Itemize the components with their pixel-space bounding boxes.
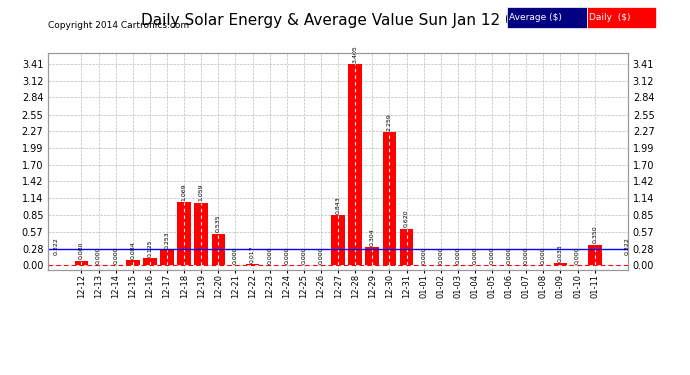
Text: 0.080: 0.080 xyxy=(79,242,84,260)
Text: 2.259: 2.259 xyxy=(387,113,392,130)
Bar xyxy=(246,264,259,265)
Bar xyxy=(366,247,380,265)
Bar xyxy=(382,132,396,265)
Text: 0.000: 0.000 xyxy=(113,247,118,264)
Text: 0.084: 0.084 xyxy=(130,242,135,259)
Text: 3.405: 3.405 xyxy=(353,45,357,63)
Bar xyxy=(331,216,345,265)
Bar xyxy=(126,260,139,265)
Text: 0.000: 0.000 xyxy=(284,247,289,264)
Bar xyxy=(160,251,174,265)
Bar xyxy=(195,202,208,265)
Bar xyxy=(177,202,191,265)
Bar xyxy=(75,261,88,265)
Text: 0.000: 0.000 xyxy=(541,247,546,264)
Text: 0.000: 0.000 xyxy=(421,247,426,264)
Text: 0.033: 0.033 xyxy=(558,244,563,262)
Text: 1.069: 1.069 xyxy=(181,183,186,201)
Text: 0.000: 0.000 xyxy=(96,247,101,264)
Text: 0.000: 0.000 xyxy=(455,247,460,264)
Text: 0.000: 0.000 xyxy=(524,247,529,264)
Text: 0.253: 0.253 xyxy=(164,231,170,249)
Bar xyxy=(212,234,225,265)
Text: 1.059: 1.059 xyxy=(199,184,204,201)
Bar xyxy=(143,258,157,265)
Text: 0.000: 0.000 xyxy=(267,247,272,264)
Text: 0.000: 0.000 xyxy=(473,247,477,264)
Bar xyxy=(400,229,413,265)
Text: 0.535: 0.535 xyxy=(216,215,221,232)
Text: 0.000: 0.000 xyxy=(506,247,512,264)
Text: Daily Solar Energy & Average Value Sun Jan 12 07:22: Daily Solar Energy & Average Value Sun J… xyxy=(141,13,549,28)
Text: 0.304: 0.304 xyxy=(370,228,375,246)
Text: 0.125: 0.125 xyxy=(148,239,152,257)
Text: 0.000: 0.000 xyxy=(575,247,580,264)
Bar xyxy=(553,263,567,265)
Text: 0.322: 0.322 xyxy=(53,237,59,255)
Text: Daily  ($): Daily ($) xyxy=(589,13,630,22)
Text: 0.843: 0.843 xyxy=(335,196,341,214)
Text: 0.017: 0.017 xyxy=(250,246,255,263)
Text: 0.350: 0.350 xyxy=(592,226,598,243)
Text: 0.000: 0.000 xyxy=(319,247,324,264)
Bar xyxy=(348,64,362,265)
Text: Copyright 2014 Cartronics.com: Copyright 2014 Cartronics.com xyxy=(48,21,190,30)
Text: 0.000: 0.000 xyxy=(302,247,306,264)
Text: 0.000: 0.000 xyxy=(438,247,443,264)
Text: 0.000: 0.000 xyxy=(490,247,495,264)
Text: 0.322: 0.322 xyxy=(624,237,630,255)
Bar xyxy=(588,244,602,265)
Text: 0.620: 0.620 xyxy=(404,210,409,228)
Text: 0.000: 0.000 xyxy=(233,247,238,264)
Text: Average ($): Average ($) xyxy=(509,13,562,22)
